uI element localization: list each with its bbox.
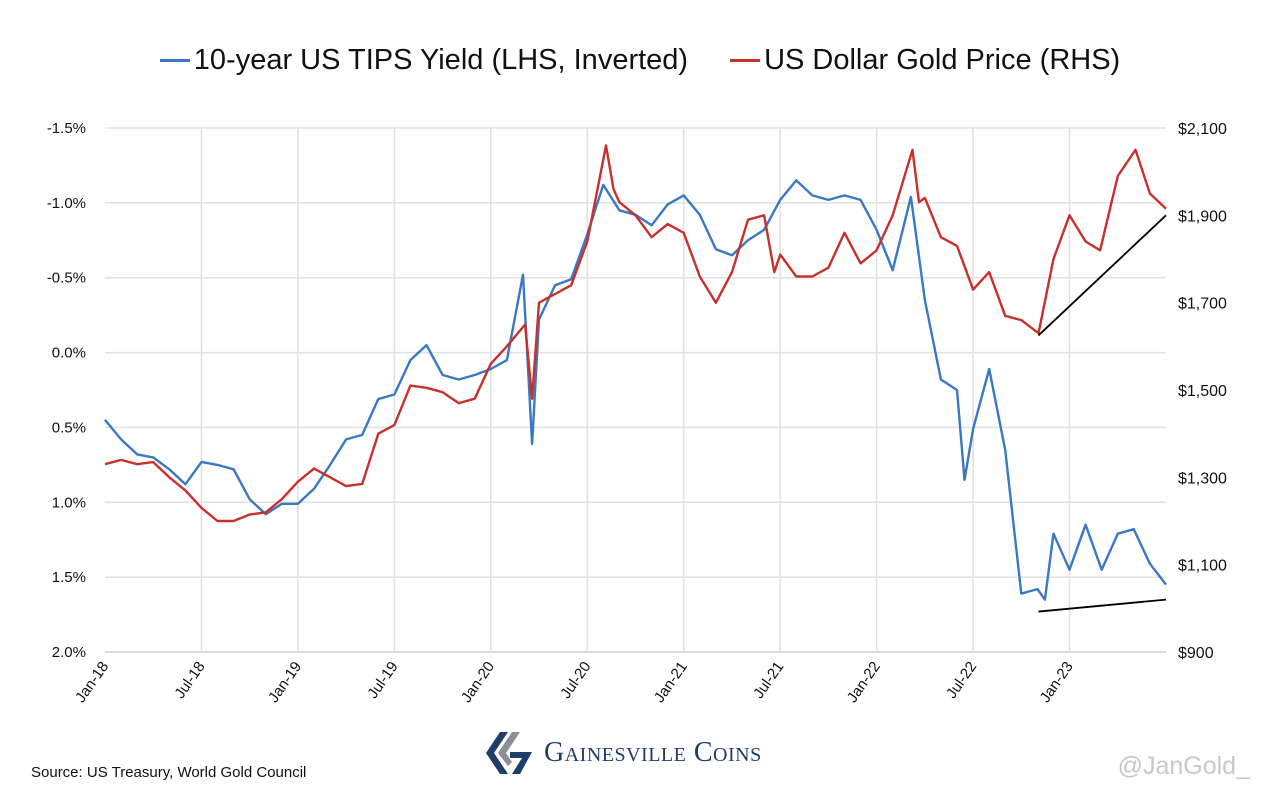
legend-label-gold: US Dollar Gold Price (RHS) <box>764 44 1121 76</box>
x-tick-label: Jul-22 <box>943 659 980 702</box>
y-left-tick-label: 1.0% <box>52 494 86 511</box>
x-tick-label: Jul-21 <box>750 659 787 702</box>
y-right-tick-label: $1,900 <box>1178 208 1227 225</box>
logo-text: Gainesville Coins <box>544 737 762 768</box>
y-right-tick-label: $900 <box>1178 645 1214 662</box>
trendline-left <box>1038 598 1167 613</box>
watermark: @JanGold_ <box>1117 752 1250 780</box>
trendline-right <box>1037 214 1167 337</box>
x-tick-label: Jan-19 <box>265 659 305 706</box>
x-tick-label: Jul-20 <box>557 659 594 702</box>
x-tick-label: Jan-23 <box>1037 659 1077 706</box>
y-right-tick-label: $1,500 <box>1178 383 1227 400</box>
y-left-tick-label: -0.5% <box>47 270 86 287</box>
gainesville-coins-logo: Gainesville Coins <box>486 730 762 776</box>
legend: 10-year US TIPS Yield (LHS, Inverted) US… <box>0 44 1280 77</box>
x-tick-label: Jan-20 <box>458 659 498 706</box>
y-right-tick-label: $1,700 <box>1178 296 1227 313</box>
legend-swatch-gold <box>730 59 761 62</box>
y-left-tick-label: -1.0% <box>47 195 86 212</box>
y-right-tick-label: $1,300 <box>1178 470 1227 487</box>
series-line-gold <box>104 144 1167 523</box>
y-left-tick-label: 2.0% <box>52 644 86 661</box>
legend-swatch-tips <box>159 59 190 62</box>
source-note: Source: US Treasury, World Gold Council <box>31 764 307 781</box>
y-left-tick-label: 0.5% <box>52 419 86 436</box>
y-right-tick-label: $2,100 <box>1178 121 1227 138</box>
y-left-tick-label: -1.5% <box>47 120 86 137</box>
y-right-tick-label: $1,100 <box>1178 558 1227 575</box>
legend-label-tips: 10-year US TIPS Yield (LHS, Inverted) <box>193 44 689 76</box>
y-left-tick-label: 0.0% <box>52 345 86 362</box>
x-tick-label: Jul-19 <box>364 659 401 702</box>
series-line-tips <box>104 179 1167 601</box>
x-tick-label: Jan-22 <box>844 659 884 706</box>
y-left-tick-label: 1.5% <box>52 569 86 586</box>
legend-item-gold: US Dollar Gold Price (RHS) <box>730 44 1120 77</box>
x-tick-label: Jan-18 <box>72 659 112 706</box>
x-tick-label: Jul-18 <box>171 659 208 702</box>
legend-item-tips: 10-year US TIPS Yield (LHS, Inverted) <box>159 44 689 77</box>
x-tick-label: Jan-21 <box>651 659 691 706</box>
logo-mark-icon <box>486 732 532 774</box>
